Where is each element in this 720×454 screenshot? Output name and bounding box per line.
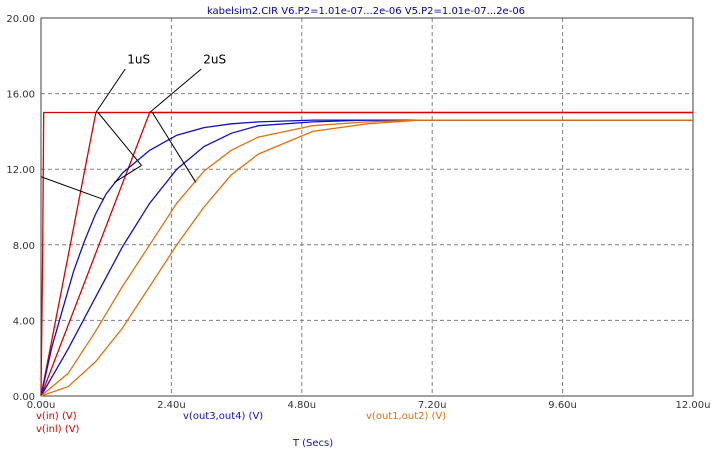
x-axis-label: T (Secs) — [292, 438, 333, 449]
annotation-pointer — [149, 68, 202, 113]
tick-labels: 0.00u 2.40u 4.80u 7.20u 9.60u 12.00u 0.00 4.00 8… — [6, 14, 710, 411]
grid-lines — [41, 18, 693, 396]
y-tick-label: 4.00 — [13, 316, 35, 327]
series-line — [40, 119, 693, 397]
annotation-pointer — [114, 164, 142, 183]
annotation-group: 1uS 2uS — [40, 52, 226, 200]
legend-vout34: v(out3,out4) (V) — [183, 411, 263, 422]
annotation-pointer — [40, 176, 104, 200]
y-tick-label: 0.00 — [13, 392, 35, 403]
series-line — [40, 119, 693, 397]
series-line — [40, 119, 693, 397]
y-tick-label: 12.00 — [6, 165, 35, 176]
annotation-pointer — [97, 112, 142, 166]
series-group — [40, 111, 693, 397]
series-line — [40, 111, 693, 397]
chart-title: kabelsim2.CIR V6.P2=1.01e-07...2e-06 V5.… — [207, 6, 525, 17]
annotation-pointer — [95, 68, 126, 113]
x-tick-label: 7.20u — [418, 400, 447, 411]
y-tick-label: 20.00 — [6, 14, 35, 25]
annotation-label: 1uS — [127, 52, 150, 66]
x-tick-label: 12.00u — [676, 400, 711, 411]
series-line — [40, 111, 693, 397]
annotation-label: 2uS — [203, 52, 226, 66]
annotation-pointer — [151, 112, 197, 183]
y-tick-label: 8.00 — [13, 241, 35, 252]
legend-vin: v(in) (V) — [36, 411, 77, 422]
series-line — [40, 119, 693, 397]
plot-frame — [40, 17, 694, 397]
legend-vout12: v(out1,out2) (V) — [366, 411, 446, 422]
x-tick-label: 0.00u — [27, 400, 56, 411]
x-tick-label: 2.40u — [157, 400, 186, 411]
x-tick-label: 9.60u — [548, 400, 577, 411]
series-line — [40, 111, 693, 397]
x-tick-label: 4.80u — [287, 400, 316, 411]
legend-vinl: v(inl) (V) — [36, 424, 80, 435]
y-tick-label: 16.00 — [6, 90, 35, 101]
